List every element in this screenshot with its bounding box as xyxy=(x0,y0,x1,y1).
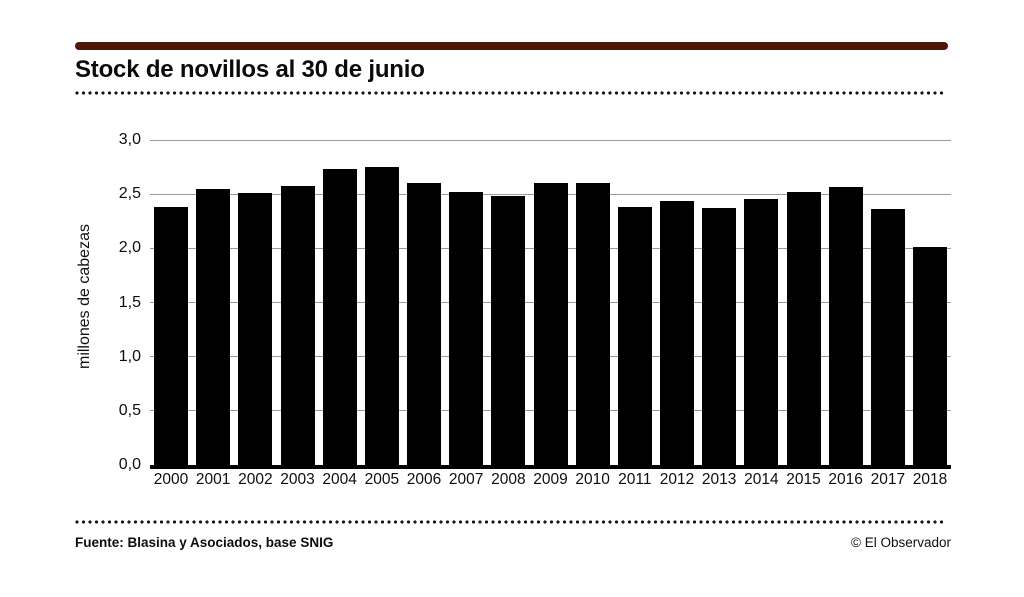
y-tick-0,5: 0,5 xyxy=(118,401,141,419)
x-axis-tick-labels: 2000 2001 2002 2003 2004 2005 2006 2007 2008 2009… xyxy=(150,470,951,494)
bar-2015 xyxy=(786,192,821,465)
bar-2008 xyxy=(491,196,526,465)
x-tick-2007: 2007 xyxy=(448,471,484,488)
bar-2002 xyxy=(238,193,273,465)
x-axis-line xyxy=(150,465,951,469)
bar-2006 xyxy=(407,183,441,465)
x-tick-2014: 2014 xyxy=(744,471,779,488)
bar-2014 xyxy=(744,198,779,465)
bar-2011 xyxy=(617,207,652,465)
bar-2000 xyxy=(154,207,188,465)
x-tick-2001: 2001 xyxy=(195,471,231,488)
chart-title: Stock de novillos al 30 de junio xyxy=(75,56,425,83)
accent-rule xyxy=(75,42,948,50)
y-axis-tick-labels: 0,0 0,5 1,0 1,5 2,0 2,5 3,0 xyxy=(0,131,141,473)
bar-2001 xyxy=(196,188,231,465)
credit-text: © El Observador xyxy=(851,535,951,550)
x-tick-2012: 2012 xyxy=(659,471,695,488)
x-tick-2006: 2006 xyxy=(406,471,442,488)
bar-2009 xyxy=(533,183,568,465)
bar-2007 xyxy=(449,192,484,465)
x-tick-2008: 2008 xyxy=(491,471,526,488)
bar-2005 xyxy=(364,167,399,465)
bar-2018 xyxy=(913,247,947,465)
bar-2010 xyxy=(575,183,610,465)
x-tick-2010: 2010 xyxy=(575,471,610,488)
x-tick-2003: 2003 xyxy=(280,471,315,488)
bar-chart-plot-area xyxy=(150,139,951,465)
y-tick-0,0: 0,0 xyxy=(118,456,141,473)
y-tick-3,0: 3,0 xyxy=(118,131,141,148)
x-tick-2018: 2018 xyxy=(912,471,948,488)
x-tick-2015: 2015 xyxy=(786,471,821,488)
x-tick-2005: 2005 xyxy=(364,471,400,488)
x-tick-2013: 2013 xyxy=(701,471,737,488)
y-tick-1,5: 1,5 xyxy=(118,293,141,311)
x-tick-2009: 2009 xyxy=(533,471,568,488)
x-tick-2000: 2000 xyxy=(153,471,189,488)
y-tick-2,5: 2,5 xyxy=(118,185,141,203)
x-tick-2016: 2016 xyxy=(828,471,863,488)
bar-2012 xyxy=(660,200,694,465)
x-tick-2017: 2017 xyxy=(870,471,906,488)
bar-2004 xyxy=(322,169,357,465)
bar-2017 xyxy=(870,209,905,465)
x-tick-2002: 2002 xyxy=(238,471,273,488)
x-tick-2011: 2011 xyxy=(618,471,652,488)
title-divider xyxy=(75,91,946,95)
y-tick-2,0: 2,0 xyxy=(118,239,141,257)
x-tick-2004: 2004 xyxy=(322,471,357,488)
gridline-3,0 xyxy=(150,139,951,141)
footer-divider xyxy=(75,520,946,524)
source-text: Fuente: Blasina y Asociados, base SNIG xyxy=(75,535,334,550)
bar-2016 xyxy=(828,186,863,465)
bar-2013 xyxy=(702,208,737,465)
bar-2003 xyxy=(280,185,315,465)
y-tick-1,0: 1,0 xyxy=(118,347,141,365)
